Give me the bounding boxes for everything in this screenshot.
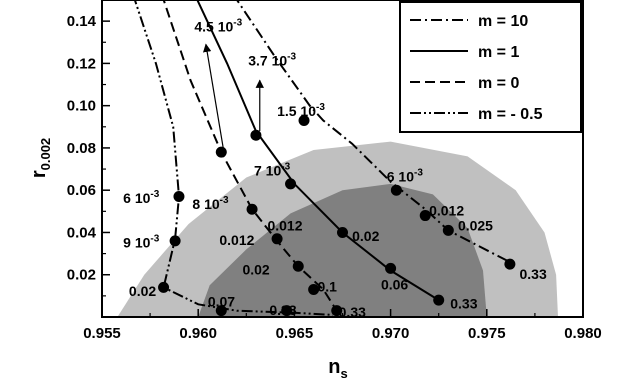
y-tick-label-6: 0.14: [67, 13, 97, 30]
series-1-label-0-exp: -3: [281, 161, 290, 172]
series-3-label-1-exp: -3: [150, 233, 159, 244]
series-0-label-1-exp: -3: [414, 168, 423, 179]
series-3-label-0: 6 10-3: [123, 189, 160, 206]
series-0-marker-3: [442, 224, 454, 236]
legend: m = 10 m = 1 m = 0 m = - 0.5: [399, 1, 582, 133]
series-3-label-3: 0.07: [208, 293, 235, 309]
series-0-marker-0: [298, 114, 310, 126]
annotation-0-exp: -3: [233, 18, 242, 29]
series-2-marker-1: [246, 203, 258, 215]
series-3-marker-4: [281, 305, 293, 317]
y-axis-title: r0.002: [28, 138, 53, 178]
series-1-marker-0: [250, 129, 262, 141]
x-tick-label-4: 0.975: [468, 325, 506, 342]
x-tick-label-1: 0.960: [179, 325, 217, 342]
annotation-1: 3.7 10-3: [248, 52, 296, 69]
legend-label-1: m = 1: [478, 44, 519, 61]
legend-label-2: m = 0: [478, 75, 519, 92]
series-2-marker-3: [292, 260, 304, 272]
arrow-annotations: 4.5 10-3 3.7 10-3: [194, 18, 296, 149]
series-2-label-3: 0.1: [317, 279, 337, 295]
x-tick-label-5: 0.980: [564, 325, 602, 342]
series-0-label-0: 1.5 10-3: [277, 102, 325, 119]
y-tick-label-4: 0.10: [67, 98, 96, 115]
series-0-label-4: 0.33: [520, 266, 547, 282]
y-tick-label-2: 0.06: [67, 182, 96, 199]
series-3-marker-1: [169, 235, 181, 247]
series-1-label-1: 0.012: [267, 217, 302, 233]
x-axis-title: ns: [328, 356, 347, 381]
series-0-marker-4: [504, 258, 516, 270]
x-tick-label-3: 0.970: [372, 325, 410, 342]
y-axis-title-sub: 0.002: [38, 138, 53, 171]
series-0-label-2: 0.012: [429, 203, 464, 219]
series-2-marker-2: [271, 233, 283, 245]
legend-box: [399, 1, 582, 133]
y-tick-label-0: 0.02: [67, 267, 96, 284]
x-axis: 0.955 0.960 0.965 0.970 0.975 0.980: [83, 309, 602, 342]
series-3-label-1: 9 10-3: [123, 233, 160, 250]
legend-label-3: m = - 0.5: [478, 106, 543, 123]
series-1-label-2: 0.02: [352, 228, 379, 244]
series-line-2: [162, 0, 338, 312]
y-axis: 0.02 0.04 0.06 0.08 0.10 0.12 0.14: [67, 13, 110, 297]
series-line-0: [235, 0, 511, 263]
y-axis-title-main: r: [28, 170, 50, 178]
series-1-marker-2: [337, 226, 348, 238]
series-3-marker-2: [158, 281, 170, 293]
x-tick-label-0: 0.955: [83, 325, 121, 342]
inner-contour-region: [198, 183, 487, 317]
series-0-marker-1: [390, 184, 402, 196]
y-tick-label-5: 0.12: [67, 55, 96, 72]
series-2-marker-4: [308, 284, 320, 296]
series-3-label-4: 0.33: [269, 302, 296, 318]
series-3-label-2: 0.02: [129, 283, 156, 299]
annotation-1-exp: -3: [287, 52, 296, 63]
series-2-label-2: 0.02: [242, 262, 269, 278]
series-1-label-3: 0.06: [381, 277, 408, 293]
series-2-marker-5: [331, 305, 343, 317]
legend-label-0: m = 10: [478, 13, 528, 30]
series-1-label-4: 0.33: [450, 296, 477, 312]
series-0-label-3: 0.025: [458, 217, 493, 233]
series-1-marker-3: [385, 262, 397, 274]
series-2-label-0-exp: -3: [220, 195, 229, 206]
series-1-marker-4: [433, 294, 445, 306]
series-markers: [158, 114, 516, 317]
annotation-0: 4.5 10-3: [194, 18, 242, 35]
x-axis-title-main: n: [328, 356, 340, 378]
x-axis-title-sub: s: [340, 366, 347, 381]
series-3-marker-0: [173, 191, 185, 203]
annotation-arrow-0: [203, 43, 224, 149]
series-2-label-1: 0.012: [219, 232, 254, 248]
series-3-label-0-exp: -3: [150, 189, 159, 200]
confidence-regions: [117, 141, 559, 317]
series-1-marker-1: [285, 178, 297, 190]
series-2-marker-0: [215, 146, 227, 158]
x-tick-label-2: 0.965: [276, 325, 314, 342]
series-0-label-0-exp: -3: [316, 102, 325, 113]
series-0-marker-2: [419, 210, 431, 222]
y-tick-label-3: 0.08: [67, 140, 96, 157]
y-tick-label-1: 0.04: [67, 224, 97, 241]
series-3-marker-3: [215, 305, 227, 317]
series-line-3: [133, 0, 333, 316]
